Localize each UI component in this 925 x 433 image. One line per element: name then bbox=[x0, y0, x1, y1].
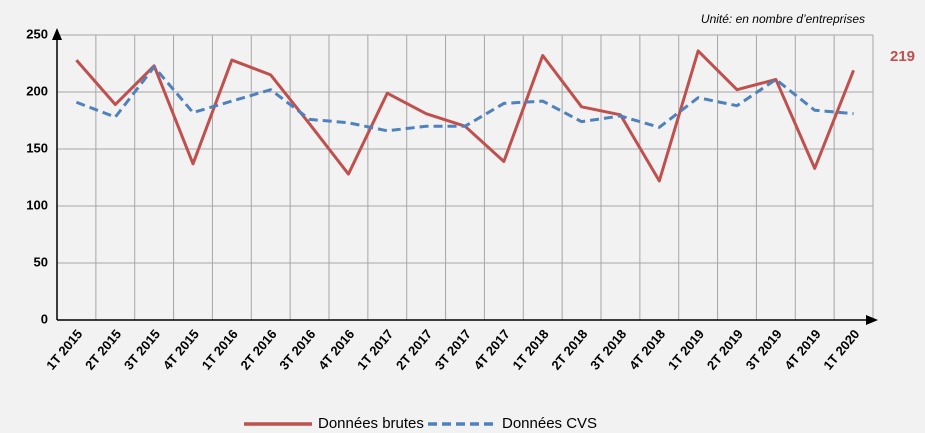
chart-subtitle: Unité: en nombre d’entreprises bbox=[701, 12, 865, 26]
y-tick-label: 250 bbox=[26, 26, 48, 41]
legend-label: Données brutes bbox=[318, 415, 424, 432]
end-value-label: 219 bbox=[890, 48, 915, 65]
y-tick-label: 200 bbox=[26, 83, 48, 98]
y-tick-label: 0 bbox=[41, 311, 48, 326]
grid bbox=[57, 34, 874, 321]
legend-label: Données CVS bbox=[502, 415, 597, 432]
y-tick-label: 100 bbox=[26, 197, 48, 212]
x-axis-arrow bbox=[866, 315, 878, 325]
y-tick-label: 50 bbox=[34, 254, 48, 269]
y-tick-label: 150 bbox=[26, 140, 48, 155]
y-axis-arrow bbox=[52, 28, 62, 40]
data-line bbox=[75, 65, 854, 133]
